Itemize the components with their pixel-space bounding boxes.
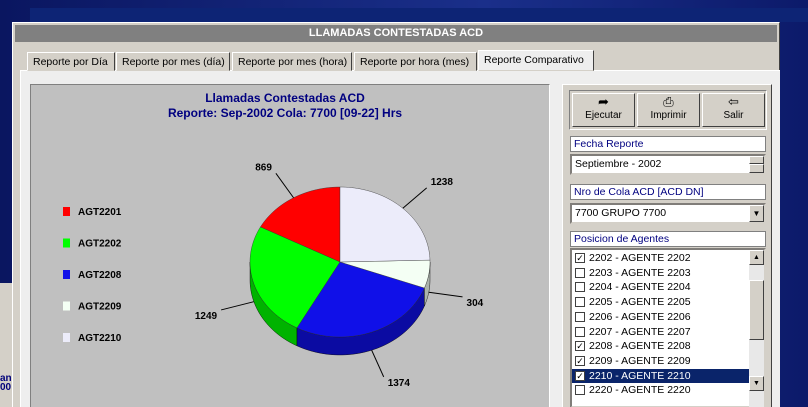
leader-line bbox=[371, 350, 385, 378]
legend-label: AGT2209 bbox=[78, 302, 122, 313]
agent-label: 2204 - AGENTE 2204 bbox=[589, 281, 691, 294]
agent-item[interactable]: 2205 - AGENTE 2205 bbox=[572, 295, 749, 309]
checkbox[interactable] bbox=[575, 326, 585, 337]
legend-label: AGT2202 bbox=[78, 239, 122, 250]
pie-slice bbox=[249, 226, 341, 329]
agent-list: ✓ 2202 - AGENTE 2202 2203 - AGENTE 2203 220… bbox=[570, 248, 766, 407]
data-label: 869 bbox=[255, 162, 272, 173]
button-label: Ejecutar bbox=[585, 110, 622, 121]
leader-line bbox=[428, 291, 463, 298]
agent-label: 2203 - AGENTE 2203 bbox=[589, 266, 691, 279]
background-text: anc 00 bbox=[0, 373, 18, 393]
toolbar-button[interactable]: ⎙ Imprimir bbox=[637, 93, 700, 127]
legend-swatch bbox=[63, 270, 70, 279]
data-label: 304 bbox=[467, 298, 484, 309]
agent-item[interactable]: 2206 - AGENTE 2206 bbox=[572, 310, 749, 324]
title-bar: LLAMADAS CONTESTADAS ACD bbox=[15, 25, 777, 42]
scroll-thumb[interactable] bbox=[749, 280, 764, 340]
agent-item[interactable]: ✓ 2202 - AGENTE 2202 bbox=[572, 251, 749, 265]
toolbar-button[interactable]: ⇦ Salir bbox=[702, 93, 765, 127]
pie-slice bbox=[260, 186, 341, 263]
agent-item[interactable]: ✓ 2209 - AGENTE 2209 bbox=[572, 354, 749, 368]
agent-label: 2205 - AGENTE 2205 bbox=[589, 296, 691, 309]
field-label: Fecha Reporte bbox=[570, 136, 766, 152]
checkbox[interactable] bbox=[575, 385, 585, 396]
legend-swatch bbox=[63, 238, 70, 248]
legend-label: AGT2208 bbox=[78, 270, 122, 281]
legend-swatch bbox=[63, 301, 70, 311]
chart-title: Llamadas Contestadas ACD bbox=[205, 91, 365, 105]
tab[interactable]: Reporte por mes (hora) bbox=[232, 52, 352, 71]
agent-item[interactable]: 2207 - AGENTE 2207 bbox=[572, 325, 749, 339]
agent-item[interactable]: 2203 - AGENTE 2203 bbox=[572, 266, 749, 280]
agent-label: 2207 - AGENTE 2207 bbox=[589, 325, 691, 338]
tab[interactable]: Reporte por hora (mes) bbox=[354, 52, 477, 71]
leader-line bbox=[275, 173, 294, 199]
spin-up[interactable] bbox=[749, 156, 764, 164]
pie-slice bbox=[339, 186, 431, 263]
agent-label: 2210 - AGENTE 2210 bbox=[589, 369, 691, 382]
toolbar bbox=[569, 90, 767, 130]
agent-item[interactable]: 2204 - AGENTE 2204 bbox=[572, 280, 749, 294]
background-text-line: 00 bbox=[0, 382, 12, 393]
legend-swatch bbox=[63, 207, 70, 216]
agent-label: 2202 - AGENTE 2202 bbox=[589, 252, 691, 264]
queue-value: 7700 GRUPO 7700 bbox=[575, 207, 667, 219]
date-value: Septiembre - 2002 bbox=[575, 158, 662, 170]
pie-slice bbox=[296, 261, 425, 338]
agent-label: 2206 - AGENTE 2206 bbox=[589, 310, 691, 323]
band bbox=[30, 8, 808, 22]
background-window bbox=[0, 283, 14, 407]
background-text-line: anc bbox=[0, 373, 18, 384]
queue-combo[interactable]: 7700 GRUPO 7700 ▼ bbox=[570, 203, 766, 224]
agent-label: 2209 - AGENTE 2209 bbox=[589, 354, 691, 367]
legend-label: AGT2201 bbox=[78, 207, 122, 218]
button-icon: ➦ bbox=[598, 94, 609, 109]
date-spinner[interactable]: Septiembre - 2002 bbox=[570, 154, 766, 175]
agent-item[interactable]: 2220 - AGENTE 2220 bbox=[572, 383, 749, 397]
checkbox[interactable]: ✓ bbox=[575, 370, 585, 381]
field-label: Nro de Cola ACD [ACD DN] bbox=[570, 184, 766, 200]
agent-label: 2208 - AGENTE 2208 bbox=[589, 340, 691, 353]
legend-label: AGT2210 bbox=[78, 333, 122, 344]
pie-slice bbox=[339, 259, 431, 289]
agent-item[interactable]: ✓ 2208 - AGENTE 2208 bbox=[572, 339, 749, 353]
tab[interactable]: Reporte por Día bbox=[27, 52, 115, 71]
checkbox[interactable]: ✓ bbox=[575, 341, 585, 352]
field-label: Posicion de Agentes bbox=[570, 231, 766, 247]
chart-subtitle: Reporte: Sep-2002 Cola: 7700 [09-22] Hrs bbox=[168, 106, 402, 120]
toolbar-button[interactable]: ➦ Ejecutar bbox=[572, 93, 635, 127]
scrollbar[interactable]: ▲ ▼ bbox=[749, 250, 764, 407]
scroll-down[interactable]: ▼ bbox=[749, 376, 764, 391]
checkbox[interactable]: ✓ bbox=[575, 253, 585, 263]
tab[interactable]: Reporte por mes (día) bbox=[116, 52, 230, 71]
data-label: 1374 bbox=[388, 378, 411, 389]
button-icon: ⇦ bbox=[728, 94, 739, 109]
checkbox[interactable] bbox=[575, 311, 585, 322]
checkbox[interactable]: ✓ bbox=[575, 355, 585, 366]
button-icon: ⎙ bbox=[663, 94, 674, 109]
combo-arrow[interactable]: ▼ bbox=[749, 205, 764, 222]
leader-line bbox=[402, 187, 428, 209]
data-label: 1238 bbox=[431, 177, 454, 188]
agent-item[interactable]: ✓ 2210 - AGENTE 2210 bbox=[572, 368, 749, 383]
checkbox[interactable] bbox=[575, 267, 585, 278]
checkbox[interactable] bbox=[575, 282, 585, 293]
agent-label: 2220 - AGENTE 2220 bbox=[589, 384, 691, 397]
data-label: 1249 bbox=[195, 311, 218, 322]
button-label: Salir bbox=[723, 110, 744, 121]
spin-down[interactable] bbox=[749, 164, 764, 173]
button-label: Imprimir bbox=[650, 110, 687, 121]
tab[interactable]: Reporte Comparativo bbox=[478, 50, 594, 71]
scroll-up[interactable]: ▲ bbox=[749, 250, 764, 265]
leader-line bbox=[220, 301, 254, 311]
checkbox[interactable] bbox=[575, 297, 585, 308]
legend-swatch bbox=[63, 333, 70, 342]
